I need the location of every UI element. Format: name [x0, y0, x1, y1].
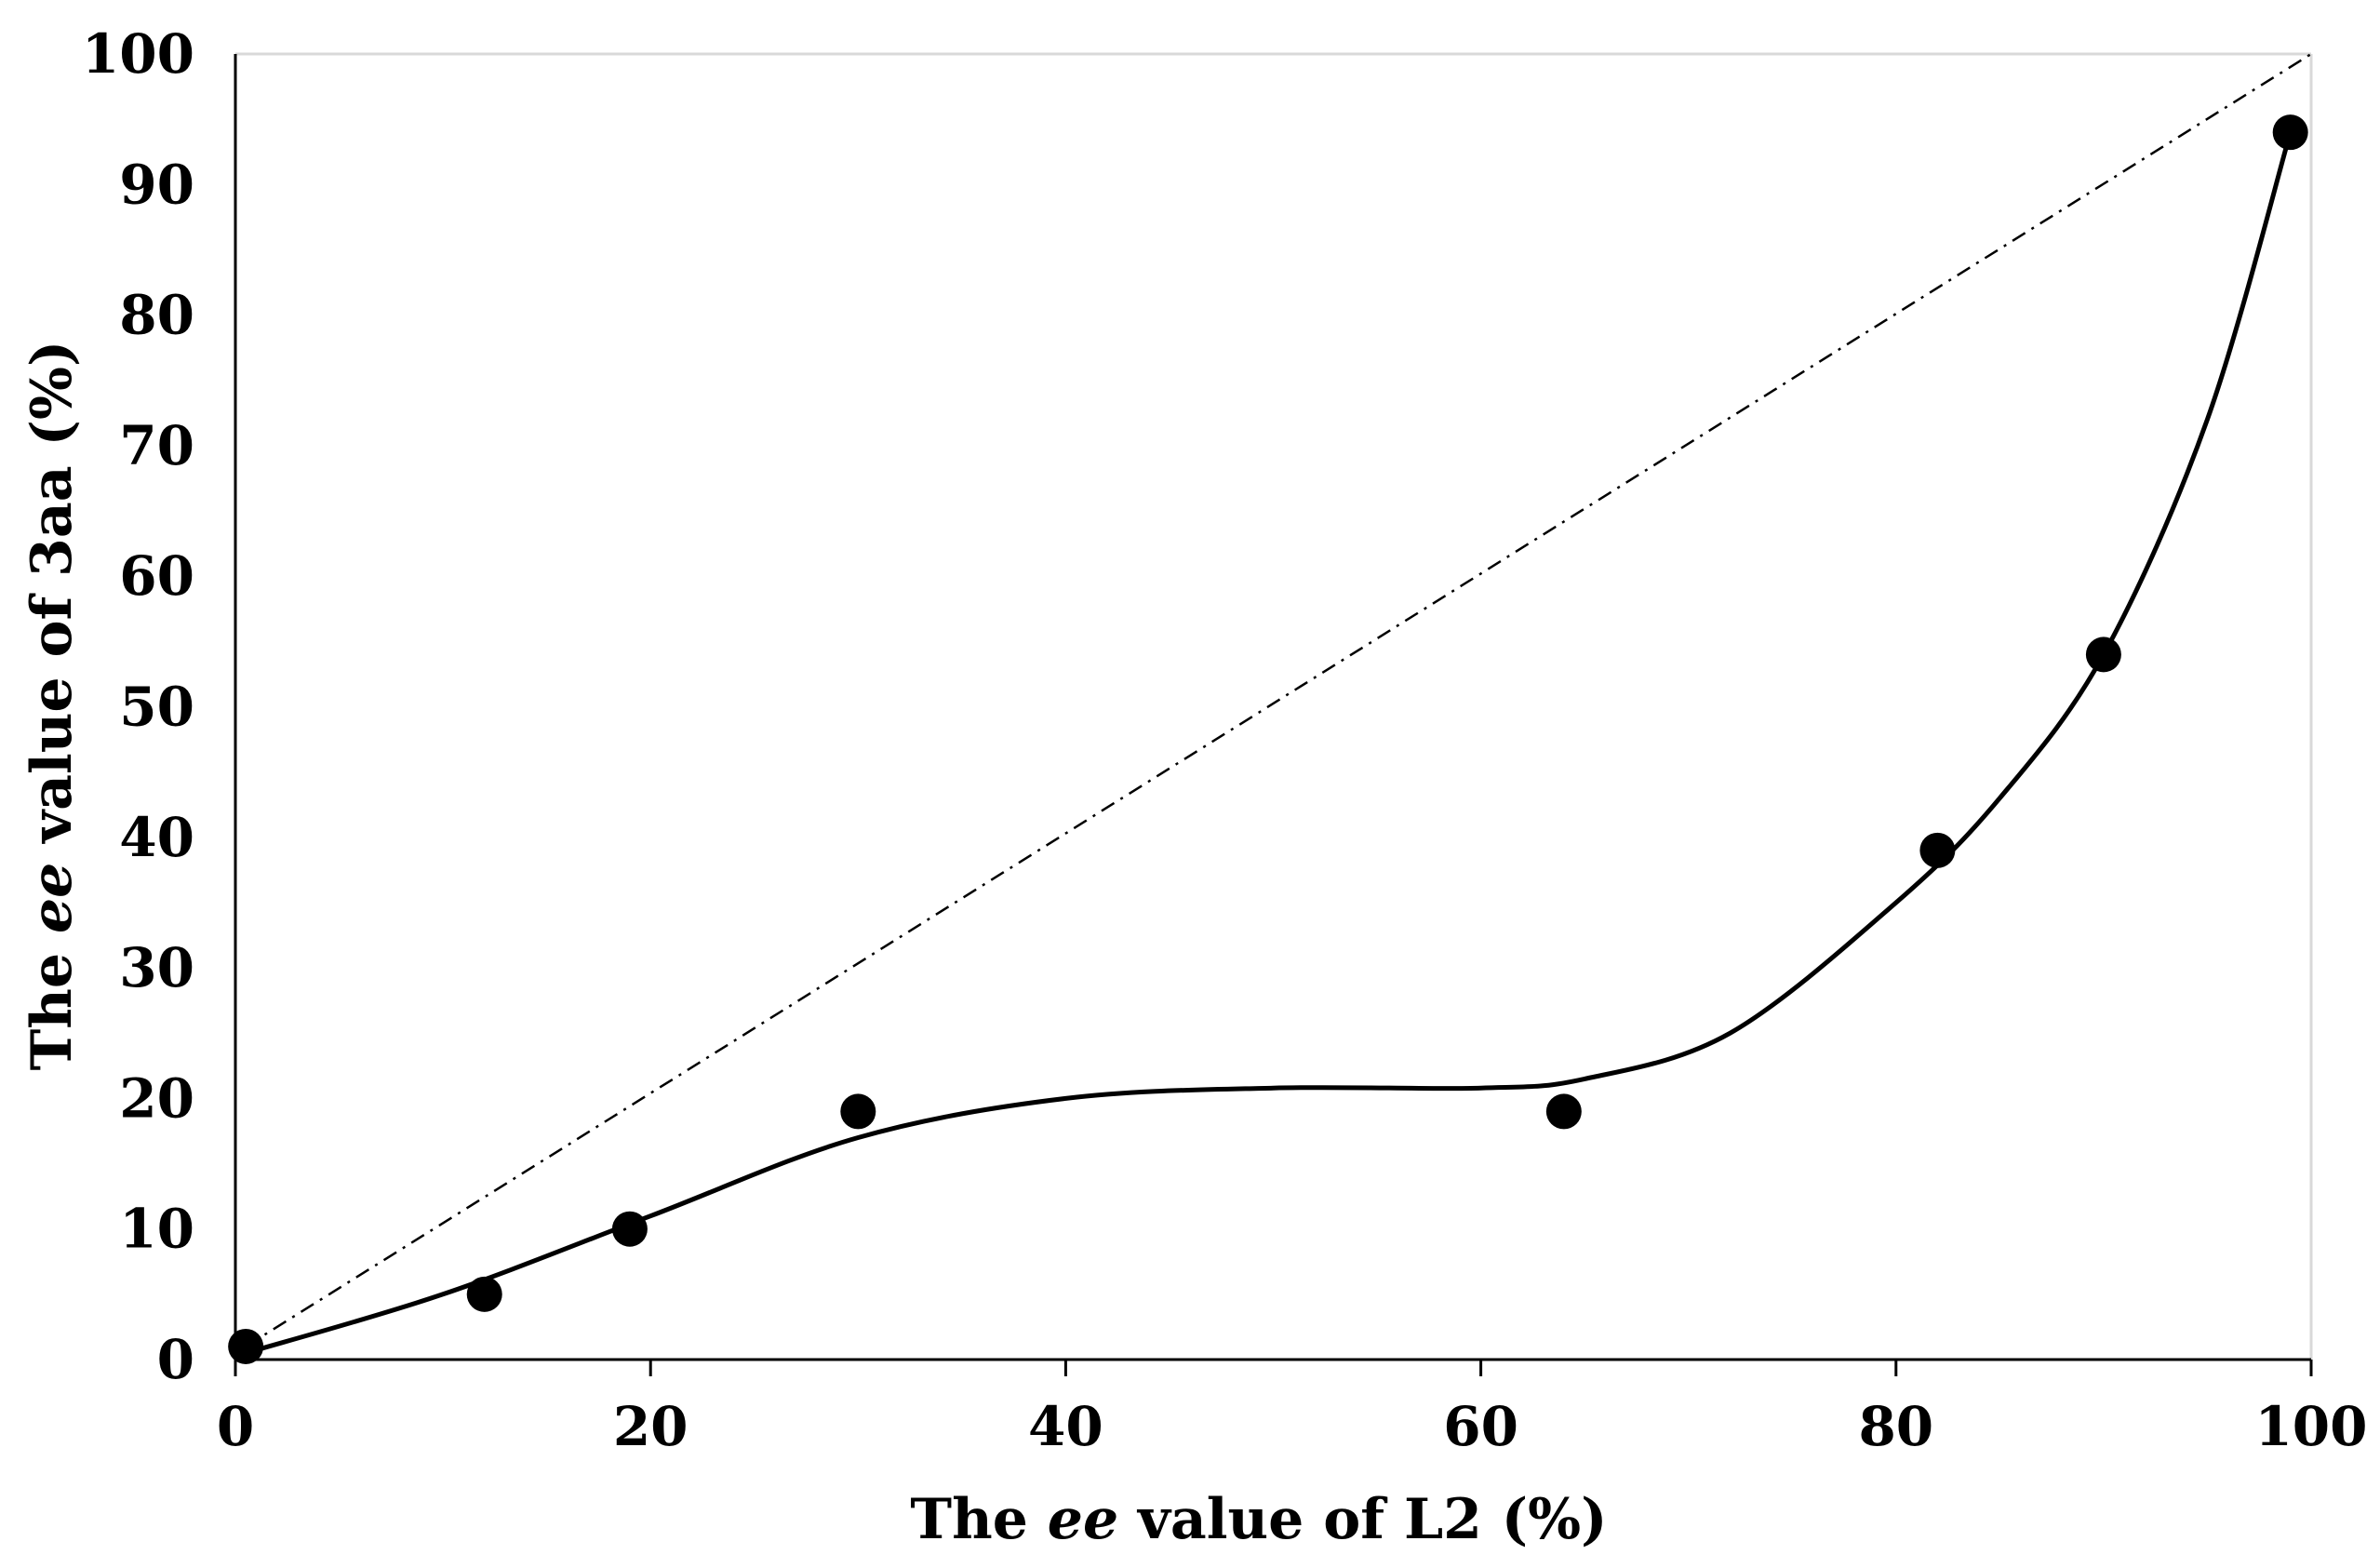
- data-point: [2272, 114, 2308, 151]
- reference-line: [245, 52, 2312, 1348]
- data-point: [2085, 637, 2121, 673]
- data-point: [1545, 1093, 1582, 1130]
- x-axis-title: The ee value of L2 (%): [910, 1487, 1607, 1552]
- tick-marks: [234, 1360, 2313, 1376]
- y-tick-label: 60: [119, 544, 194, 608]
- y-tick-label: 90: [119, 153, 194, 216]
- y-tick-label: 20: [119, 1066, 194, 1130]
- x-tick-label: 100: [2254, 1395, 2367, 1458]
- data-point: [611, 1211, 648, 1247]
- data-markers: [228, 114, 2308, 1364]
- y-tick-label: 30: [119, 936, 194, 999]
- x-axis-title-prefix: The: [910, 1487, 1047, 1552]
- y-axis-title: The ee value of 3aa (%): [20, 341, 85, 1071]
- y-axis-tick-labels: 0 10 20 30 40 50 60 70 80 90 100: [82, 22, 194, 1391]
- y-tick-label: 80: [119, 284, 194, 347]
- y-tick-label: 50: [119, 676, 194, 739]
- data-point: [466, 1276, 502, 1312]
- y-tick-label: 10: [119, 1198, 194, 1261]
- y-axis-title-prefix: The: [20, 933, 85, 1070]
- data-point: [1919, 832, 1956, 868]
- y-tick-label: 40: [119, 806, 194, 869]
- plot-frame: [234, 52, 2313, 1361]
- x-tick-label: 60: [1443, 1395, 1518, 1458]
- y-tick-label: 100: [82, 22, 194, 86]
- data-point: [840, 1093, 876, 1130]
- y-tick-label: 70: [119, 414, 194, 477]
- x-tick-label: 20: [613, 1395, 689, 1458]
- data-point: [228, 1328, 264, 1364]
- x-tick-label: 40: [1028, 1395, 1103, 1458]
- y-axis-title-italic: ee: [20, 863, 85, 933]
- x-axis-title-italic: ee: [1048, 1487, 1118, 1552]
- y-tick-label: 0: [157, 1328, 194, 1391]
- x-tick-label: 80: [1858, 1395, 1933, 1458]
- x-axis-title-suffix: value of L2 (%): [1118, 1487, 1607, 1552]
- y-axis-title-suffix: value of 3aa (%): [20, 341, 85, 863]
- reference-line-layer: [245, 52, 2312, 1348]
- x-axis-tick-labels: 0 20 40 60 80 100: [217, 1395, 2368, 1458]
- x-tick-label: 0: [217, 1395, 254, 1458]
